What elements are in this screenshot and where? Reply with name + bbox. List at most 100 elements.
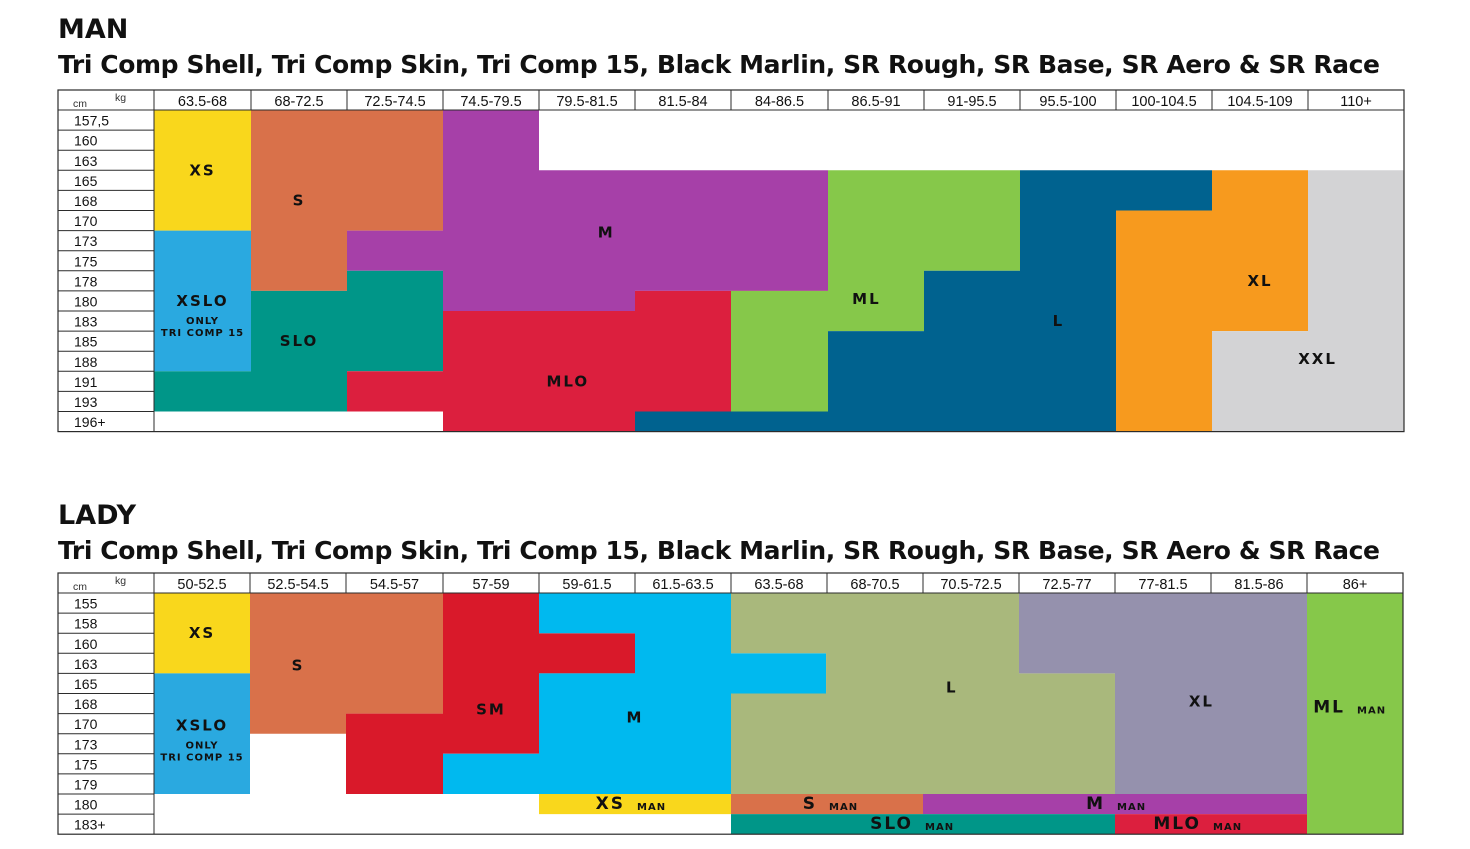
lady-row-label: 163	[74, 656, 98, 672]
lady-row-label: 179	[74, 777, 98, 793]
lady-row-label: 175	[74, 756, 98, 772]
lady-zone-label: MLO	[1153, 814, 1201, 834]
man-col-header: 68-72.5	[274, 94, 323, 110]
lady-zone-label: ML	[1313, 698, 1345, 718]
man-row-label: 193	[74, 394, 98, 410]
man-zone-label: XL	[1247, 272, 1272, 290]
man-zone-label: M	[598, 224, 615, 242]
lady-col-header: 77-81.5	[1138, 577, 1187, 593]
man-zone-xs	[154, 110, 251, 231]
man-zone-label: L	[1053, 312, 1065, 330]
lady-zone-label: XS	[189, 624, 215, 642]
man-col-header: 72.5-74.5	[364, 94, 425, 110]
lady-zone-label: XS	[596, 794, 625, 814]
man-row-label: 183	[74, 314, 98, 330]
man-row-label: 157,5	[74, 113, 109, 129]
lady-col-header: 52.5-54.5	[267, 577, 328, 593]
lady-zone-sublabel: MAN	[1213, 822, 1242, 833]
man-row-label: 160	[74, 133, 98, 149]
man-unit-cm: cm	[73, 98, 87, 110]
man-row-label: 188	[74, 354, 98, 370]
lady-zone-xs	[154, 593, 250, 674]
lady-row-label: 183+	[74, 817, 106, 833]
lady-zone-m	[443, 593, 827, 794]
man-zone-xslo	[154, 230, 251, 372]
man-col-header: 63.5-68	[178, 94, 227, 110]
lady-col-header: 57-59	[472, 577, 509, 593]
man-row-label: 165	[74, 173, 98, 189]
lady-zone-label: S	[292, 656, 305, 674]
man-col-header: 104.5-109	[1227, 94, 1292, 110]
man-row-label: 178	[74, 273, 98, 289]
lady-zone-sublabel: TRI COMP 15	[160, 753, 243, 764]
man-row-label: 196+	[74, 414, 106, 430]
man-zone-slo	[154, 270, 443, 412]
man-col-header: 110+	[1340, 94, 1372, 110]
lady-col-header: 59-61.5	[562, 577, 611, 593]
man-zone-xl	[1116, 170, 1308, 432]
lady-col-header: 68-70.5	[850, 577, 899, 593]
lady-zone-ml-man	[1307, 593, 1403, 835]
man-row-label: 173	[74, 233, 98, 249]
man-row-label: 163	[74, 153, 98, 169]
man-zone-xxl	[1212, 170, 1404, 432]
man-zone-sublabel: ONLY	[186, 316, 219, 327]
man-zone-label: ML	[852, 290, 881, 308]
man-zone-label: XSLO	[176, 292, 228, 310]
lady-zone-label: XSLO	[176, 717, 228, 735]
lady-zone-mlo-man	[1115, 814, 1307, 835]
lady-zone-m-man	[923, 794, 1307, 815]
man-models-subtitle: Tri Comp Shell, Tri Comp Skin, Tri Comp …	[58, 50, 1380, 79]
lady-col-header: 81.5-86	[1234, 577, 1283, 593]
man-row-label: 175	[74, 253, 98, 269]
man-section-title: MAN	[58, 14, 129, 45]
lady-unit-cm: cm	[73, 581, 87, 593]
lady-col-header: 70.5-72.5	[940, 577, 1001, 593]
lady-zone-label: XL	[1189, 693, 1214, 711]
lady-zone-sublabel: MAN	[829, 802, 858, 813]
lady-row-label: 168	[74, 696, 98, 712]
lady-models-subtitle: Tri Comp Shell, Tri Comp Skin, Tri Comp …	[58, 536, 1380, 565]
man-row-label: 168	[74, 193, 98, 209]
lady-zone-sublabel: MAN	[925, 822, 954, 833]
lady-row-label: 158	[74, 616, 98, 632]
man-zone-label: S	[293, 191, 306, 209]
man-col-header: 74.5-79.5	[460, 94, 521, 110]
lady-zone-xs-man	[539, 794, 731, 815]
lady-row-label: 165	[74, 676, 98, 692]
man-col-header: 79.5-81.5	[556, 94, 617, 110]
lady-zone-sm	[346, 593, 635, 794]
man-zone-label: SLO	[280, 332, 319, 350]
man-zone-sublabel: TRI COMP 15	[161, 328, 244, 339]
lady-zone-xl	[1019, 593, 1307, 794]
man-zone-label: XS	[189, 161, 215, 179]
lady-section-title: LADY	[58, 500, 137, 531]
man-row-label: 170	[74, 213, 98, 229]
lady-col-header: 86+	[1343, 577, 1368, 593]
man-row-label: 191	[74, 374, 98, 390]
lady-zone-sublabel: MAN	[1357, 706, 1386, 717]
man-zone-mlo	[347, 290, 828, 432]
man-col-header: 91-95.5	[947, 94, 996, 110]
man-zone-l	[635, 170, 1212, 432]
man-col-header: 100-104.5	[1131, 94, 1196, 110]
lady-row-label: 160	[74, 636, 98, 652]
man-col-header: 86.5-91	[851, 94, 900, 110]
lady-row-label: 180	[74, 797, 98, 813]
man-row-label: 185	[74, 334, 98, 350]
lady-zone-label: SLO	[870, 814, 913, 834]
man-col-header: 95.5-100	[1039, 94, 1096, 110]
lady-size-table: cm kg 50-52.5 52.5-54.5 54.5-57 57-59 59-61.5 6…	[57, 572, 1404, 835]
lady-zone-label: L	[946, 678, 958, 696]
lady-row-label: 155	[74, 596, 98, 612]
lady-col-header: 63.5-68	[754, 577, 803, 593]
lady-zone-label: M	[627, 709, 644, 727]
lady-col-header: 54.5-57	[370, 577, 419, 593]
man-size-table: cm kg 63.5-68 68-72.5 72.5-74.5 74.5-79.5 79.5…	[57, 89, 1405, 433]
man-col-header: 81.5-84	[658, 94, 707, 110]
man-zone-s	[251, 110, 443, 291]
lady-col-header: 50-52.5	[177, 577, 226, 593]
lady-zone-s-man	[731, 794, 923, 815]
man-zone-label: XXL	[1298, 350, 1337, 368]
